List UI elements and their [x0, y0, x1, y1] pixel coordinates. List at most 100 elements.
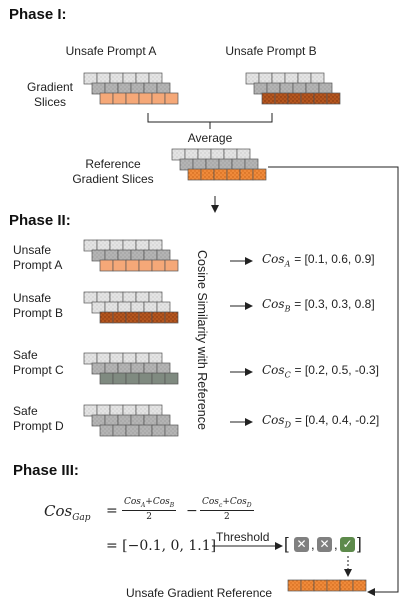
gradient-cell — [305, 82, 320, 95]
gradient-cell — [122, 352, 137, 365]
cos-gap-result: = [−0.1, 0, 1.1] — [106, 538, 217, 554]
gradient-cell — [326, 92, 341, 105]
gradient-cell — [151, 424, 166, 437]
gradient-cell — [252, 168, 267, 181]
gradient-cell — [138, 92, 153, 105]
gradient-cell — [96, 352, 111, 365]
row-b-label: Unsafe Prompt B — [13, 291, 64, 320]
gradient-cell — [91, 249, 106, 262]
gradient-cell — [245, 72, 260, 85]
prompt-b-stack-layer-3 — [261, 92, 341, 105]
gradient-cell — [83, 291, 98, 304]
gradient-cell — [125, 311, 140, 324]
gradient-cell — [143, 362, 158, 375]
gradient-cell — [91, 362, 106, 375]
cos-gap-term: CosGap — [44, 502, 91, 523]
gradient-cell — [138, 311, 153, 324]
prompt-b-stack-layer-2 — [253, 82, 333, 95]
gradient-cell — [96, 404, 111, 417]
gradient-cell — [99, 259, 114, 272]
cos-d-value: CosD = [0.4, 0.4, -0.2] — [262, 413, 380, 430]
gradient-cell — [96, 291, 111, 304]
row-d-label: Safe Prompt D — [13, 404, 64, 433]
gradient-cell — [91, 414, 106, 427]
threshold-label: Threshold — [216, 530, 270, 544]
average-bracket — [147, 113, 273, 129]
gradient-cell — [352, 579, 367, 592]
gradient-cell — [112, 92, 127, 105]
gradient-cell — [109, 404, 124, 417]
gradient-cell — [122, 404, 137, 417]
gradient-cell — [156, 301, 171, 314]
gradient-cell — [104, 362, 119, 375]
row-a-stack-layer-3 — [99, 259, 179, 272]
gradient-cell — [184, 148, 199, 161]
cosine-similarity-label: Cosine Similarity with Reference — [195, 250, 209, 430]
connector-lines — [147, 113, 399, 596]
reference-stack-layer-1 — [171, 148, 251, 161]
gradient-cell — [112, 372, 127, 385]
gradient-cell — [151, 259, 166, 272]
gradient-cell — [164, 424, 179, 437]
gradient-cell — [292, 82, 307, 95]
cross-box-1: ✕ — [294, 537, 309, 552]
comma-1: , — [311, 537, 315, 552]
gradient-cell — [210, 148, 225, 161]
gradient-cell — [192, 158, 207, 171]
unsafe-prompt-a-label: Unsafe Prompt A — [65, 44, 157, 58]
row-a-stack-layer-1 — [83, 239, 163, 252]
gradient-cell — [164, 372, 179, 385]
gradient-cell — [258, 72, 273, 85]
row-d-stack-layer-1 — [83, 404, 163, 417]
gradient-cell — [164, 311, 179, 324]
gradient-cell — [104, 249, 119, 262]
gradient-cell — [156, 82, 171, 95]
gradient-cell — [156, 414, 171, 427]
gradient-cell — [200, 168, 215, 181]
gradient-cell — [151, 311, 166, 324]
gradient-cell — [122, 72, 137, 85]
gradient-cell — [300, 92, 315, 105]
reference-stack-layer-2 — [179, 158, 259, 171]
gradient-cell — [130, 82, 145, 95]
fraction-unsafe: CosA+CosB 2 — [122, 497, 177, 522]
phase-2-title: Phase II: — [9, 212, 71, 229]
gradient-cell — [138, 372, 153, 385]
row-b-stack-layer-2 — [91, 301, 171, 314]
gradient-slice-stacks — [83, 72, 367, 592]
gradient-cell — [83, 404, 98, 417]
gradient-cell — [253, 82, 268, 95]
prompt-a-stack-layer-1 — [83, 72, 163, 85]
gradient-cell — [156, 362, 171, 375]
phase-1-title: Phase I: — [9, 6, 67, 23]
gradient-cell — [109, 239, 124, 252]
gradient-cell — [104, 414, 119, 427]
gradient-cell — [122, 291, 137, 304]
gradient-cell — [148, 239, 163, 252]
minus-sign: − — [186, 503, 198, 519]
gradient-cell — [284, 72, 299, 85]
gradient-cell — [83, 72, 98, 85]
gradient-cell — [236, 148, 251, 161]
gradient-cell — [143, 82, 158, 95]
gradient-cell — [164, 92, 179, 105]
gradient-cell — [135, 352, 150, 365]
row-b-stack-layer-1 — [83, 291, 163, 304]
row-d-stack-layer-2 — [91, 414, 171, 427]
gradient-cell — [135, 72, 150, 85]
row-c-stack-layer-1 — [83, 352, 163, 365]
gradient-cell — [117, 414, 132, 427]
gradient-cell — [213, 168, 228, 181]
gradient-cell — [112, 311, 127, 324]
gradient-cell — [143, 414, 158, 427]
gradient-cell — [135, 404, 150, 417]
gradient-cell — [148, 352, 163, 365]
gradient-cell — [156, 249, 171, 262]
phase-3-title: Phase III: — [13, 462, 79, 479]
gradient-cell — [99, 424, 114, 437]
gradient-cell — [122, 239, 137, 252]
fraction-safe: Cosc+CosD 2 — [200, 497, 254, 522]
gradient-cell — [109, 291, 124, 304]
gradient-cell — [83, 352, 98, 365]
